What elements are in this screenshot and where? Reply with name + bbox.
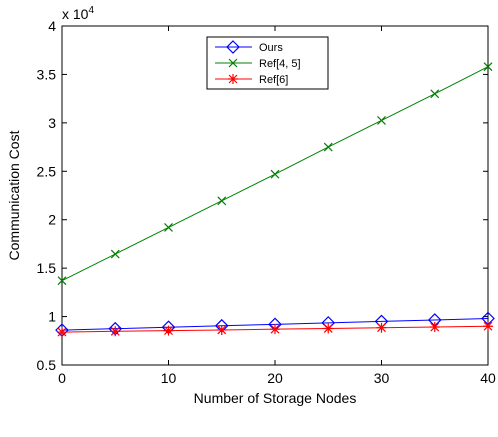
y-tick-label: 2 [48,212,56,228]
y-tick-label: 1 [48,309,56,325]
y-tick-label: 3.5 [37,66,57,82]
data-point-star [228,74,238,84]
y-tick-label: 0.5 [37,357,57,373]
data-point-star [483,321,493,331]
legend-label: Ref[4, 5] [259,58,301,70]
data-point-star [164,326,174,336]
y-tick-label: 3 [48,115,56,131]
data-point-star [377,323,387,333]
x-tick-label: 10 [161,370,177,386]
legend-label: Ours [259,42,283,54]
y-multiplier-base: x 10 [62,6,89,22]
x-tick-label: 40 [480,370,496,386]
y-tick-label: 1.5 [37,260,57,276]
y-tick-label: 4 [48,18,56,34]
y-multiplier-exponent: 4 [88,5,94,16]
data-point-star [430,322,440,332]
y-tick-label: 2.5 [37,163,57,179]
y-axis-multiplier: x 104 [62,5,94,22]
x-tick-label: 30 [374,370,390,386]
x-tick-label: 20 [267,370,283,386]
x-axis-label: Number of Storage Nodes [194,390,357,406]
x-tick-label: 0 [58,370,66,386]
data-point-star [57,327,67,337]
data-point-star [110,326,120,336]
y-axis-label: Communication Cost [6,130,22,260]
data-point-star [217,325,227,335]
legend-label: Ref[6] [259,74,288,86]
legend: Ours Ref[4, 5] Ref[6] [207,37,328,89]
data-point-star [270,324,280,334]
data-point-star [323,323,333,333]
